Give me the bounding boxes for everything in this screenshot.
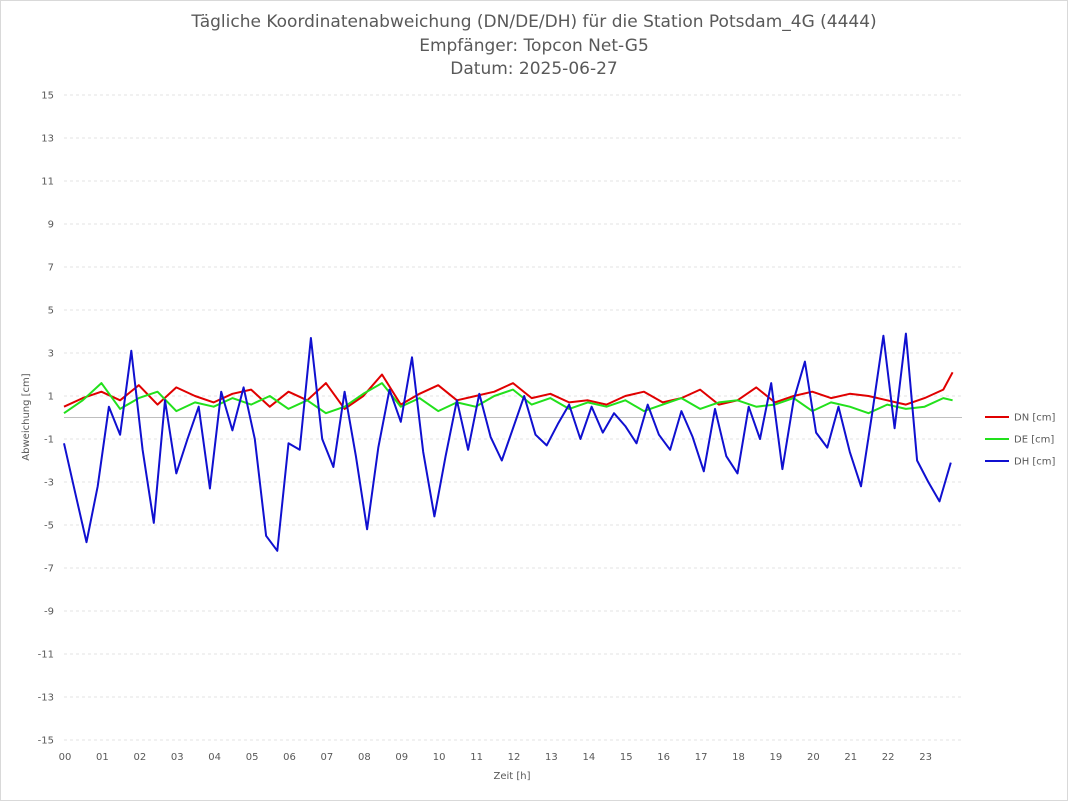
y-axis-label: Abweichung [cm] bbox=[21, 373, 32, 460]
grid-lines bbox=[64, 94, 962, 741]
chart-title: Tägliche Koordinatenabweichung (DN/DE/DH… bbox=[191, 12, 877, 32]
x-tick-label: 12 bbox=[508, 752, 521, 763]
x-tick-label: 08 bbox=[358, 752, 371, 763]
x-tick-label: 05 bbox=[246, 752, 259, 763]
y-tick-label: -13 bbox=[38, 693, 54, 704]
legend-label: DN [cm] bbox=[1014, 413, 1056, 424]
y-tick-label: 9 bbox=[48, 220, 54, 231]
x-tick-label: 14 bbox=[582, 752, 595, 763]
x-tick-label: 02 bbox=[133, 752, 146, 763]
x-tick-label: 06 bbox=[283, 752, 296, 763]
y-axis-ticks: 15 13 11 9 7 5 3 1 -1 -3 -5 -7 -9 -11 -13 -15 bbox=[38, 91, 54, 747]
x-tick-label: 23 bbox=[919, 752, 932, 763]
y-tick-label: -5 bbox=[44, 521, 54, 532]
x-tick-label: 15 bbox=[620, 752, 633, 763]
x-tick-label: 11 bbox=[470, 752, 483, 763]
chart-subtitle: Empfänger: Topcon Net-G5 bbox=[419, 36, 649, 56]
y-tick-label: -15 bbox=[38, 736, 54, 747]
plot-area bbox=[63, 332, 954, 552]
x-axis-ticks: 00 01 02 03 04 05 06 07 08 09 10 11 12 13 14 15 16 17 18 19… bbox=[59, 752, 932, 763]
x-tick-label: 00 bbox=[59, 752, 72, 763]
y-tick-label: 1 bbox=[48, 392, 54, 403]
y-tick-label: 11 bbox=[41, 177, 54, 188]
series-line-dh bbox=[63, 332, 952, 552]
y-tick-label: 3 bbox=[48, 349, 54, 360]
y-tick-label: 7 bbox=[48, 263, 54, 274]
y-tick-label: 5 bbox=[48, 306, 54, 317]
chart-date: Datum: 2025-06-27 bbox=[450, 59, 618, 79]
x-tick-label: 09 bbox=[395, 752, 408, 763]
y-tick-label: -7 bbox=[44, 564, 54, 575]
x-tick-label: 21 bbox=[844, 752, 857, 763]
x-tick-label: 07 bbox=[321, 752, 334, 763]
series-line-dn bbox=[63, 371, 954, 410]
y-tick-label: -9 bbox=[44, 607, 54, 618]
x-tick-label: 04 bbox=[208, 752, 221, 763]
x-tick-label: 22 bbox=[882, 752, 895, 763]
x-tick-label: 16 bbox=[657, 752, 670, 763]
legend: DN [cm] DE [cm] DH [cm] bbox=[985, 413, 1056, 468]
legend-label: DE [cm] bbox=[1014, 435, 1054, 446]
y-tick-label: -3 bbox=[44, 478, 54, 489]
x-tick-label: 13 bbox=[545, 752, 558, 763]
x-tick-label: 17 bbox=[695, 752, 708, 763]
x-tick-label: 03 bbox=[171, 752, 184, 763]
x-tick-label: 10 bbox=[433, 752, 446, 763]
legend-label: DH [cm] bbox=[1014, 457, 1056, 468]
y-tick-label: -1 bbox=[44, 435, 54, 446]
x-tick-label: 20 bbox=[807, 752, 820, 763]
y-tick-label: 13 bbox=[41, 134, 54, 145]
y-tick-label: -11 bbox=[38, 650, 54, 661]
x-tick-label: 18 bbox=[732, 752, 745, 763]
x-tick-label: 01 bbox=[96, 752, 109, 763]
x-tick-label: 19 bbox=[770, 752, 783, 763]
x-axis-label: Zeit [h] bbox=[493, 771, 530, 782]
y-tick-label: 15 bbox=[41, 91, 54, 102]
